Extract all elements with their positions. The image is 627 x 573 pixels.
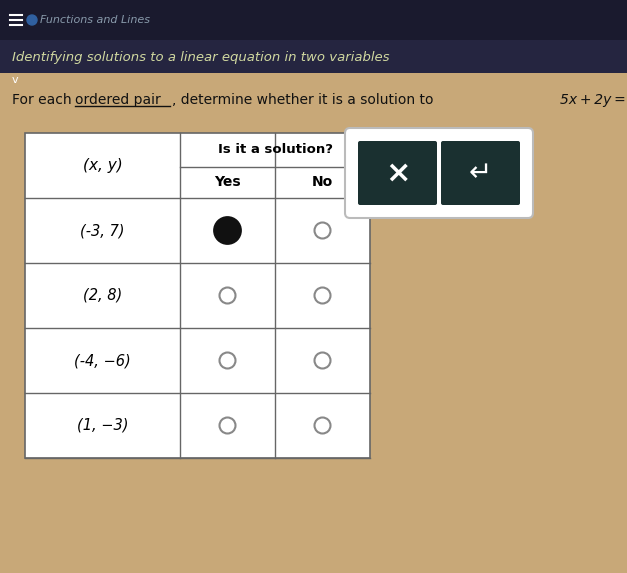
- Text: (2, 8): (2, 8): [83, 288, 122, 303]
- FancyBboxPatch shape: [0, 73, 30, 86]
- Text: (1, −3): (1, −3): [76, 418, 129, 433]
- Text: Is it a solution?: Is it a solution?: [218, 143, 332, 156]
- Circle shape: [219, 288, 236, 304]
- Circle shape: [315, 288, 330, 304]
- FancyBboxPatch shape: [345, 128, 533, 218]
- Circle shape: [219, 352, 236, 368]
- Text: , determine whether it is a solution to: , determine whether it is a solution to: [172, 93, 438, 107]
- Text: 5x + 2y = −1.: 5x + 2y = −1.: [560, 93, 627, 107]
- Text: ordered pair: ordered pair: [75, 93, 161, 107]
- Text: Yes: Yes: [214, 175, 241, 190]
- Circle shape: [214, 218, 241, 244]
- Text: ×: ×: [385, 159, 410, 187]
- FancyBboxPatch shape: [0, 0, 627, 40]
- Circle shape: [315, 418, 330, 434]
- FancyBboxPatch shape: [0, 73, 627, 573]
- Text: Functions and Lines: Functions and Lines: [40, 15, 150, 25]
- Circle shape: [27, 15, 37, 25]
- FancyBboxPatch shape: [441, 141, 520, 205]
- Text: For each: For each: [12, 93, 76, 107]
- Text: ↵: ↵: [469, 159, 492, 187]
- Text: (-3, 7): (-3, 7): [80, 223, 125, 238]
- FancyBboxPatch shape: [358, 141, 437, 205]
- FancyBboxPatch shape: [0, 40, 627, 73]
- FancyBboxPatch shape: [25, 133, 370, 458]
- Text: (-4, −6): (-4, −6): [74, 353, 131, 368]
- Circle shape: [315, 222, 330, 238]
- Text: No: No: [312, 175, 333, 190]
- Circle shape: [219, 418, 236, 434]
- Text: v: v: [12, 75, 18, 85]
- Text: (x, y): (x, y): [83, 158, 122, 173]
- Text: Identifying solutions to a linear equation in two variables: Identifying solutions to a linear equati…: [12, 50, 389, 64]
- Circle shape: [315, 352, 330, 368]
